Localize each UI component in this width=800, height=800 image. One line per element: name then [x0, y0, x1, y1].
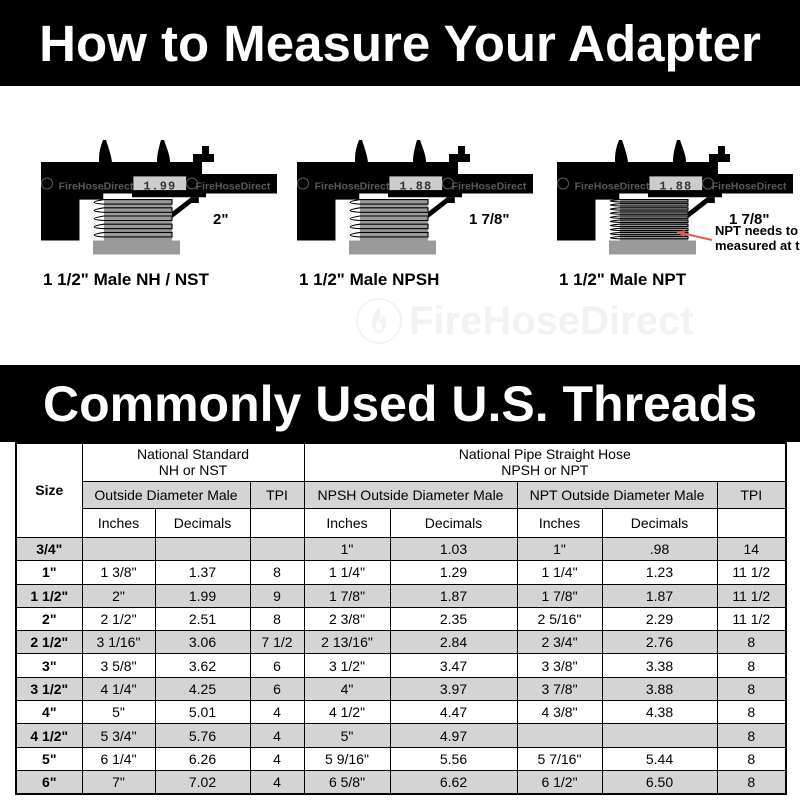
svg-text:measured at the base: measured at the base [715, 238, 800, 253]
svg-text:1 1/2" Male NPT: 1 1/2" Male NPT [559, 270, 687, 289]
svg-text:2": 2" [213, 211, 228, 228]
svg-text:1 1/2" Male NH / NST: 1 1/2" Male NH / NST [43, 270, 209, 289]
svg-text:FireHoseDirect: FireHoseDirect [59, 181, 134, 193]
svg-text:1.88: 1.88 [399, 180, 432, 194]
svg-text:1 1/2" Male NPSH: 1 1/2" Male NPSH [299, 270, 439, 289]
svg-text:1.88: 1.88 [659, 180, 692, 194]
svg-text:1 7/8": 1 7/8" [469, 211, 509, 228]
svg-text:FireHoseDirect: FireHoseDirect [712, 181, 787, 193]
svg-text:FireHoseDirect: FireHoseDirect [315, 181, 390, 193]
svg-text:FireHoseDirect: FireHoseDirect [452, 181, 527, 193]
svg-text:FireHoseDirect: FireHoseDirect [575, 181, 650, 193]
svg-text:NPT needs to be: NPT needs to be [715, 223, 800, 238]
svg-text:1.99: 1.99 [143, 180, 176, 194]
svg-text:FireHoseDirect: FireHoseDirect [196, 181, 271, 193]
